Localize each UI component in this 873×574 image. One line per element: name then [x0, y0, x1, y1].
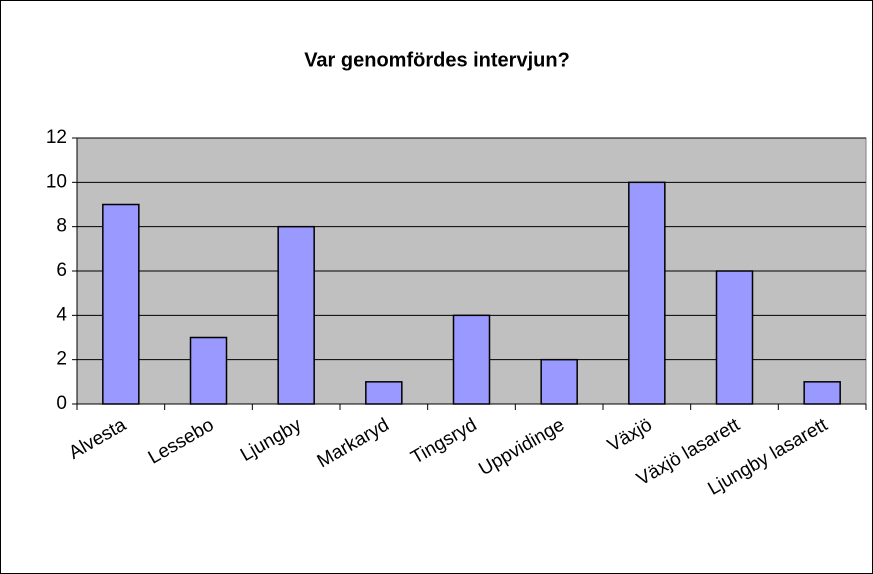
y-tick-label: 8: [56, 216, 67, 237]
y-tick-label: 12: [46, 127, 67, 148]
y-tick-label: 2: [56, 349, 67, 370]
bar: [277, 225, 315, 405]
bar: [189, 336, 228, 405]
bar: [452, 314, 491, 405]
y-tick-label: 0: [56, 393, 67, 414]
bar: [540, 358, 578, 405]
bar: [803, 381, 841, 405]
bar: [365, 381, 403, 405]
bar: [102, 203, 140, 405]
y-tick-label: 10: [46, 171, 67, 192]
bar: [628, 181, 666, 405]
y-tick-label: 4: [56, 304, 67, 325]
bar: [715, 270, 754, 405]
chart-title: Var genomfördes intervjun?: [304, 49, 570, 71]
y-tick-label: 6: [56, 260, 67, 281]
